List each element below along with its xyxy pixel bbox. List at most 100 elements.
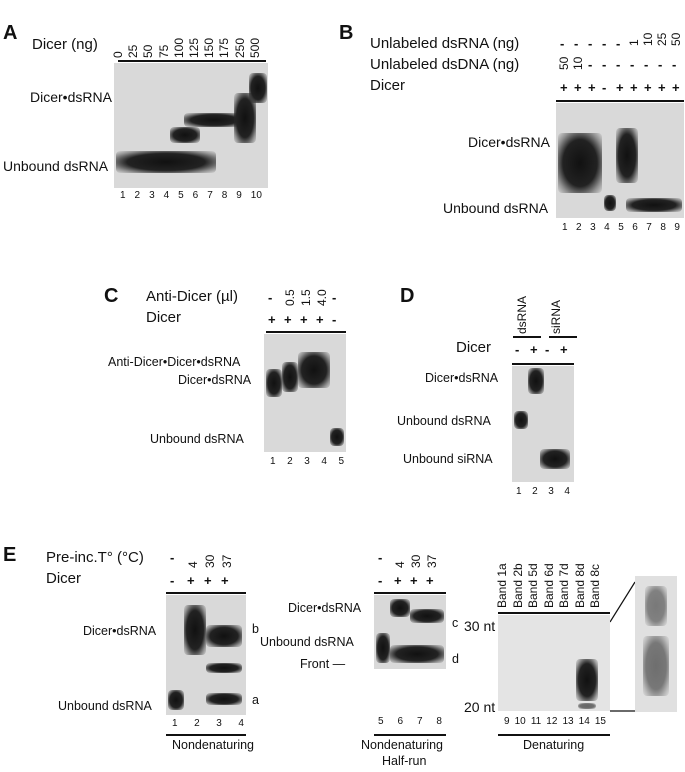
panel-e-right-caption-rule: [498, 734, 610, 736]
sign-value: 4: [186, 561, 200, 568]
rotated-label: Band 2b: [510, 563, 525, 608]
panel-c-rule: [266, 331, 346, 333]
band: [184, 605, 206, 655]
lane-number: 9: [504, 716, 510, 727]
panel-b-rule: [556, 100, 684, 102]
band: [206, 625, 242, 647]
lane-number: 9: [674, 222, 680, 233]
rotated-label: 125: [187, 37, 201, 58]
lane-number: 4: [321, 456, 327, 467]
band: [206, 693, 242, 705]
sign-value: +: [560, 342, 568, 357]
panel-e-middle-lane-numbers: 5 6 7 8: [378, 716, 442, 727]
sign-value: +: [284, 312, 292, 327]
lane-number: 3: [590, 222, 596, 233]
sign-value: -: [630, 57, 635, 72]
band: [168, 690, 184, 710]
lane-number: 7: [416, 716, 423, 727]
sign-value: +: [560, 80, 568, 95]
panel-b-row1-label: Unlabeled dsRNA (ng): [370, 35, 520, 52]
panel-b-unbound-label: Unbound dsRNA: [443, 200, 549, 216]
panel-e-right-lane-numbers: 9 10 11 12 13 14 15: [504, 716, 606, 727]
sign-value: -: [588, 57, 593, 72]
sign-value: 25: [655, 32, 669, 46]
panel-e-right-caption: Denaturing: [523, 738, 585, 752]
panel-e-left-caption-rule: [166, 734, 246, 736]
panel-d-gel: [512, 366, 574, 482]
sign-value: -: [378, 550, 383, 565]
band: [410, 609, 444, 623]
sign-value: 4: [393, 561, 407, 568]
panel-e-middle-caption-rule: [374, 734, 446, 736]
sign-value: -: [170, 573, 175, 588]
band: [266, 369, 282, 397]
lane-number: 7: [207, 190, 213, 201]
lane-number: 2: [287, 456, 293, 467]
sign-value: 30: [203, 554, 217, 568]
panel-d-letter: D: [400, 285, 415, 307]
panel-a-complex-label: Dicer•dsRNA: [30, 89, 112, 105]
panel-b-letter: B: [339, 22, 354, 44]
sign-value: +: [616, 80, 624, 95]
lane-number: 1: [516, 486, 522, 497]
panel-d-complex-label: Dicer•dsRNA: [425, 371, 499, 385]
panel-c-row1-label: Anti-Dicer (µl): [146, 288, 238, 305]
band: [206, 663, 242, 673]
lane-number: 1: [120, 190, 126, 201]
lane-number: 4: [604, 222, 610, 233]
sign-value: -: [588, 36, 593, 51]
sign-value: +: [187, 573, 195, 588]
rotated-label: 150: [202, 37, 217, 58]
sign-value: 4.0: [315, 289, 329, 306]
sign-value: +: [658, 80, 666, 95]
band: [376, 633, 390, 663]
sign-value: +: [268, 312, 276, 327]
band: [170, 127, 200, 143]
panel-c-complex-label: Dicer•dsRNA: [178, 373, 252, 387]
panel-e-middle-caption-1: Nondenaturing: [361, 738, 444, 752]
lane-number: 2: [532, 486, 538, 497]
panel-a-unbound-label: Unbound dsRNA: [3, 158, 109, 174]
rotated-label: 250: [232, 37, 247, 58]
sign-value: +: [672, 80, 680, 95]
band: [298, 352, 330, 388]
lane-number: 5: [618, 222, 624, 233]
sign-value: +: [426, 573, 434, 588]
panel-e-right-gel: [498, 615, 610, 711]
sign-value: -: [616, 36, 621, 51]
band: [390, 599, 410, 617]
sign-value: 0.5: [283, 289, 297, 306]
sign-value: -: [672, 57, 677, 72]
sign-value: -: [602, 36, 607, 51]
panel-e-left-rule: [166, 592, 246, 594]
sign-value: -: [268, 290, 273, 305]
panel-e-band-b: b: [252, 622, 259, 636]
sign-value: -: [658, 57, 663, 72]
band: [604, 195, 616, 211]
lane-number: 3: [304, 456, 310, 467]
panel-b-complex-label: Dicer•dsRNA: [468, 134, 550, 150]
panel-a-lane-numbers: 1 2 3 4 5 6 7 8 9 10: [120, 190, 262, 201]
rotated-label: 75: [156, 44, 171, 58]
sign-value: -: [545, 342, 550, 357]
lane-number: 4: [163, 190, 170, 201]
sign-value: -: [602, 80, 607, 95]
panel-a-dicer-label: Dicer (ng): [32, 36, 98, 53]
panel-d-group1: dsRNA: [515, 295, 529, 334]
lane-number: 2: [576, 222, 582, 233]
rotated-label: 500: [247, 37, 262, 58]
band: [184, 113, 244, 127]
lane-number: 5: [338, 456, 344, 467]
lane-number: 8: [660, 222, 666, 233]
rotated-label: 0: [111, 51, 125, 58]
band: [558, 133, 602, 193]
lane-number: 6: [192, 190, 199, 201]
sign-value: 30: [409, 554, 423, 568]
panel-d-rule: [512, 363, 574, 365]
panel-e-zoom-lines: [610, 581, 636, 712]
panel-a-gel: [114, 63, 268, 188]
sign-value: +: [204, 573, 212, 588]
lane-number: 8: [221, 190, 228, 201]
